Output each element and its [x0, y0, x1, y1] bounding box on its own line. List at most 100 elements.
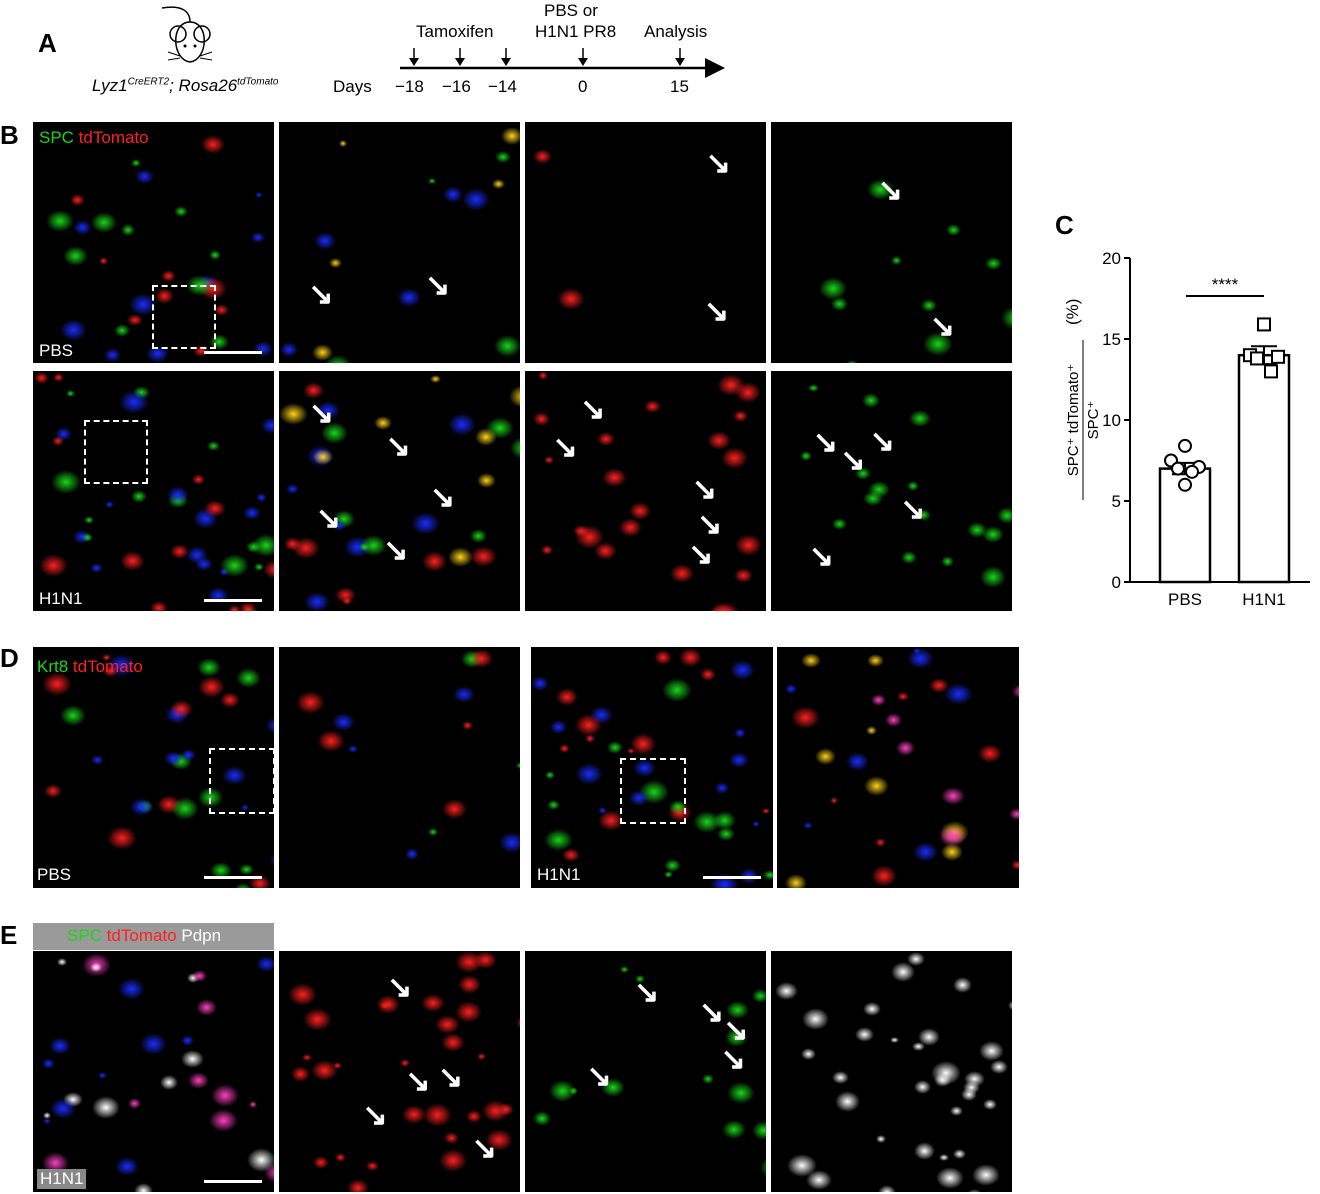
- cell-signal: [139, 1033, 167, 1055]
- cell-signal: [42, 671, 72, 696]
- cell-signal: [845, 752, 870, 771]
- stain-tdtomato: tdTomato: [78, 128, 149, 147]
- arrow-icon: ↘: [425, 268, 451, 302]
- data-point: [1185, 464, 1199, 479]
- cell-signal: [878, 1184, 897, 1192]
- cell-signal: [556, 287, 585, 311]
- cell-signal: [834, 1091, 861, 1112]
- cell-signal: [669, 799, 688, 815]
- zoom-region-box: [620, 758, 686, 824]
- cell-signal: [346, 1179, 369, 1192]
- micrograph: ↘ ↘ ↘ ↘ ↘: [279, 371, 520, 611]
- cell-signal: [706, 430, 732, 451]
- cell-signal: [941, 786, 965, 805]
- cell-signal: [629, 733, 657, 755]
- cell-signal: [717, 373, 745, 397]
- y-label-unit: (%): [1063, 299, 1082, 325]
- cell-signal: [256, 955, 274, 973]
- arrow-icon: ↘: [877, 173, 903, 207]
- cell-signal: [734, 533, 763, 556]
- cell-signal: [724, 1028, 748, 1047]
- cell-signal: [342, 596, 352, 605]
- cell-signal: [358, 542, 370, 552]
- image-label-h1n1: H1N1: [37, 1169, 87, 1189]
- cell-signal: [90, 562, 103, 573]
- cell-signal: [204, 499, 227, 518]
- scale-bar: [204, 876, 262, 879]
- cell-signal: [978, 743, 1003, 764]
- cell-signal: [635, 975, 645, 983]
- cell-signal: [751, 989, 766, 1003]
- cell-signal: [494, 150, 511, 164]
- cell-signal: [601, 1077, 626, 1098]
- cell-signal: [854, 466, 872, 480]
- cell-signal: [544, 828, 573, 852]
- cell-signal: [484, 1128, 514, 1152]
- cell-signal: [332, 712, 356, 731]
- cell-signal: [161, 269, 177, 283]
- micrograph: [531, 647, 773, 888]
- cell-signal: [717, 827, 736, 842]
- cell-signal: [46, 210, 75, 233]
- cell-signal: [890, 1036, 899, 1044]
- cell-signal: [49, 1098, 76, 1120]
- cell-signal: [105, 501, 114, 508]
- h1n1-pr8-label: H1N1 PR8: [535, 22, 617, 41]
- zoom-region-box: [209, 748, 274, 814]
- cell-signal: [752, 1121, 766, 1140]
- cell-signal: [714, 782, 730, 794]
- cell-signal: [197, 657, 221, 677]
- arrow-icon: ↘: [385, 429, 411, 463]
- cell-signal: [944, 682, 973, 706]
- cell-signal: [120, 224, 136, 236]
- cell-signal: [454, 1000, 483, 1023]
- pbs-or-label: PBS or: [544, 1, 598, 20]
- genotype-sup2: tdTomato: [237, 76, 279, 88]
- cell-signal: [940, 556, 954, 567]
- cell-signal: [316, 401, 341, 421]
- cell-signal: [187, 1072, 209, 1090]
- arrow-icon: ↘: [308, 396, 335, 430]
- cell-signal: [733, 567, 753, 583]
- cell-signal: [286, 483, 299, 494]
- cell-signal: [208, 333, 229, 350]
- data-point: [1257, 317, 1271, 332]
- cell-signal: [708, 603, 735, 611]
- cell-signal: [107, 826, 137, 850]
- cell-signal: [399, 1058, 411, 1068]
- micrograph: ↘ ↘ ↘ ↘ ↘: [279, 951, 520, 1192]
- stain-krt8: Krt8: [37, 657, 69, 676]
- cell-signal: [120, 551, 145, 571]
- cell-signal: [559, 744, 571, 754]
- cell-signal: [245, 541, 262, 554]
- cell-signal: [312, 1156, 330, 1170]
- cell-signal: [644, 400, 661, 414]
- cell-signal: [934, 1072, 952, 1087]
- cell-signal: [256, 493, 268, 503]
- cell-signal: [550, 720, 568, 734]
- cell-signal: [51, 436, 64, 446]
- cell-signal: [721, 447, 748, 469]
- cell-signal: [303, 381, 325, 399]
- stain-tdtomato: tdTomato: [72, 657, 143, 676]
- cell-signal: [515, 761, 520, 769]
- cell-signal: [941, 842, 964, 861]
- cell-signal: [700, 668, 717, 682]
- cell-signal: [865, 725, 878, 736]
- cell-signal: [491, 178, 505, 190]
- stain-spc: SPC: [67, 926, 102, 945]
- cell-signal: [727, 1082, 756, 1105]
- cell-signal: [59, 704, 87, 726]
- cell-signal: [574, 713, 602, 736]
- cell-signal: [142, 609, 157, 611]
- cell-signal: [979, 1041, 1004, 1061]
- timeline-axis: [400, 48, 725, 78]
- cell-signal: [201, 134, 225, 154]
- cell-signal: [537, 371, 549, 380]
- cell-signal: [441, 1032, 465, 1052]
- cell-signal: [531, 676, 550, 692]
- micrograph: ↘ ↘: [771, 122, 1012, 363]
- cell-signal: [380, 1001, 389, 1009]
- panel-label-b: B: [0, 120, 19, 150]
- arrow-icon: ↘: [438, 1061, 464, 1095]
